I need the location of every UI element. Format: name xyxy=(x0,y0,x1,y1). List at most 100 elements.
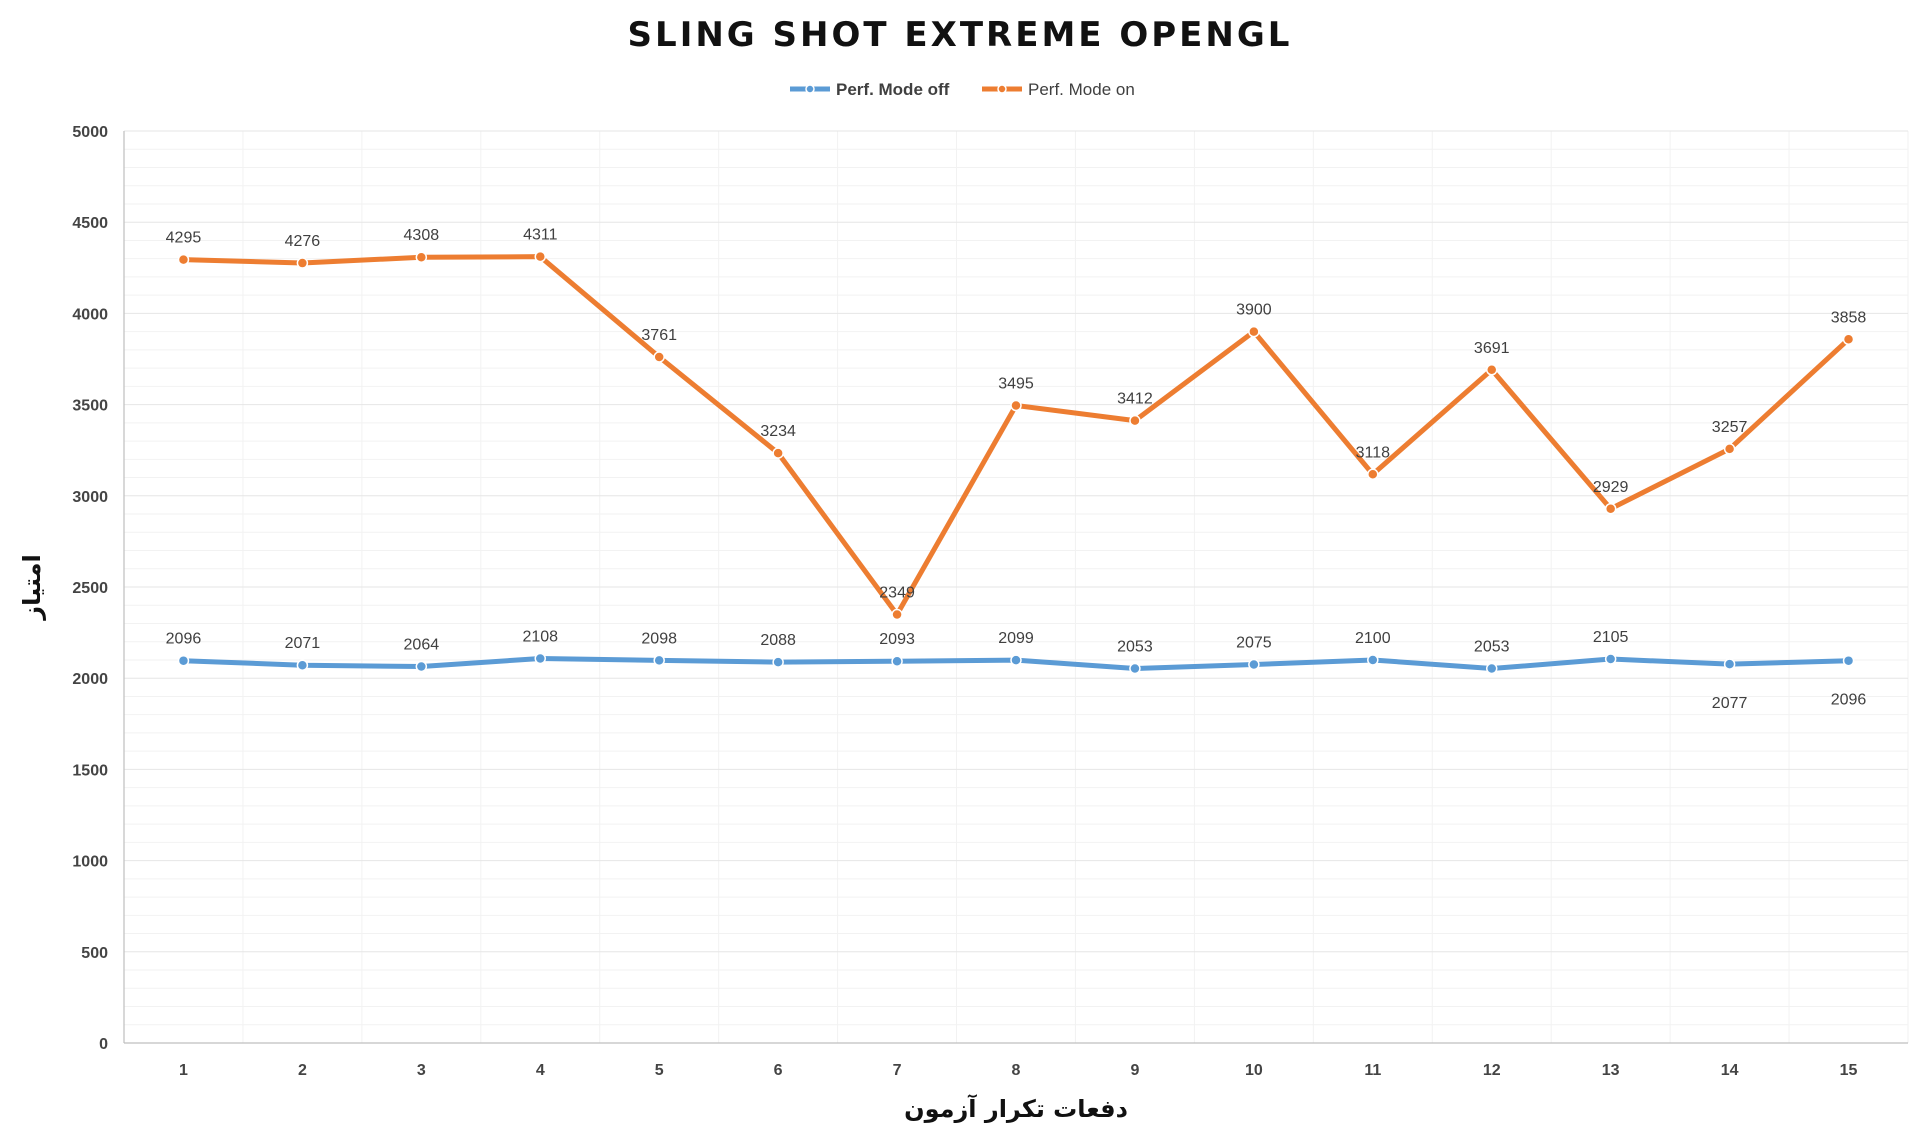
legend-marker-perf-mode-on xyxy=(997,84,1007,94)
data-point-perf-mode-on[interactable] xyxy=(296,257,309,269)
y-tick-label: 2500 xyxy=(72,580,108,597)
data-label-perf-mode-off: 2098 xyxy=(641,630,677,647)
x-axis-ticks: 1 2 3 4 5 6 7 8 9 10 11 12 13 14 15 xyxy=(179,1062,1858,1079)
data-label-perf-mode-on: 3900 xyxy=(1236,302,1272,319)
data-label-perf-mode-off: 2105 xyxy=(1593,629,1629,646)
data-point-perf-mode-on[interactable] xyxy=(1485,364,1498,376)
data-point-perf-mode-off[interactable] xyxy=(653,654,665,667)
data-label-perf-mode-off: 2099 xyxy=(998,630,1034,647)
y-axis-ticks: 0 500 1000 1500 2000 2500 3000 3500 4000 4500 5000 xyxy=(72,124,108,1053)
y-tick-label: 500 xyxy=(81,945,108,962)
x-tick-label: 3 xyxy=(417,1062,426,1079)
data-label-perf-mode-off: 2096 xyxy=(166,631,202,648)
data-label-perf-mode-on: 3118 xyxy=(1356,444,1391,461)
data-label-perf-mode-off: 2064 xyxy=(404,637,440,654)
data-label-perf-mode-on: 3858 xyxy=(1831,309,1867,326)
data-label-perf-mode-on: 3495 xyxy=(998,376,1034,393)
x-tick-label: 5 xyxy=(655,1062,664,1079)
data-label-perf-mode-off: 2093 xyxy=(879,631,915,648)
series-lines xyxy=(180,254,1852,672)
data-point-perf-mode-off[interactable] xyxy=(415,660,428,673)
y-tick-label: 4000 xyxy=(72,306,108,323)
y-tick-label: 3000 xyxy=(72,489,108,506)
data-point-perf-mode-off[interactable] xyxy=(1129,662,1141,675)
x-axis-title: دفعات تکرار آزمون xyxy=(904,1094,1128,1123)
data-point-perf-mode-off[interactable] xyxy=(1842,654,1855,667)
data-label-perf-mode-off: 2053 xyxy=(1117,639,1153,656)
data-point-perf-mode-on[interactable] xyxy=(1604,503,1617,515)
data-label-perf-mode-on: 2349 xyxy=(879,585,915,602)
data-label-perf-mode-on: 3257 xyxy=(1712,419,1748,436)
y-tick-label: 1500 xyxy=(72,762,108,779)
x-tick-label: 8 xyxy=(1012,1062,1021,1079)
data-point-perf-mode-off[interactable] xyxy=(177,654,190,667)
data-point-perf-mode-off[interactable] xyxy=(1367,654,1379,666)
data-label-perf-mode-off: 2096 xyxy=(1831,692,1867,709)
data-label-perf-mode-on: 2929 xyxy=(1593,479,1629,496)
data-label-perf-mode-off: 2100 xyxy=(1355,630,1391,647)
series-line-perf-mode-on xyxy=(180,254,1852,618)
data-point-perf-mode-on[interactable] xyxy=(1842,333,1855,346)
data-point-perf-mode-off[interactable] xyxy=(534,652,547,665)
data-label-perf-mode-off: 2071 xyxy=(285,635,321,652)
data-point-perf-mode-on[interactable] xyxy=(534,250,547,263)
data-point-perf-mode-off[interactable] xyxy=(891,655,903,667)
data-point-perf-mode-on[interactable] xyxy=(653,351,665,363)
x-tick-label: 6 xyxy=(774,1062,783,1079)
data-label-perf-mode-off: 2088 xyxy=(760,632,796,649)
data-label-perf-mode-off: 2077 xyxy=(1712,695,1748,712)
y-tick-label: 3500 xyxy=(72,398,108,415)
data-label-perf-mode-on: 3691 xyxy=(1474,340,1510,357)
x-tick-label: 4 xyxy=(536,1062,545,1079)
legend: Perf. Mode off Perf. Mode on xyxy=(790,80,1135,99)
legend-label-perf-mode-on: Perf. Mode on xyxy=(1028,80,1135,99)
x-tick-label: 12 xyxy=(1483,1062,1501,1079)
x-tick-label: 10 xyxy=(1245,1062,1263,1079)
data-point-perf-mode-off[interactable] xyxy=(296,659,309,671)
data-point-perf-mode-on[interactable] xyxy=(177,253,190,266)
data-point-perf-mode-on[interactable] xyxy=(1723,443,1736,455)
data-label-perf-mode-off: 2108 xyxy=(522,629,558,646)
data-label-perf-mode-on: 4308 xyxy=(404,227,440,244)
x-tick-label: 2 xyxy=(298,1062,307,1079)
series-markers xyxy=(177,250,1855,675)
axes xyxy=(123,131,1908,1044)
data-point-perf-mode-off[interactable] xyxy=(1248,658,1260,671)
data-point-perf-mode-on[interactable] xyxy=(415,251,428,263)
y-tick-label: 4500 xyxy=(72,215,108,232)
legend-label-perf-mode-off: Perf. Mode off xyxy=(836,80,950,99)
legend-item-perf-mode-on[interactable]: Perf. Mode on xyxy=(982,80,1135,99)
data-label-perf-mode-on: 3412 xyxy=(1117,391,1153,408)
y-axis-title: امتیاز xyxy=(18,554,46,621)
x-tick-label: 9 xyxy=(1130,1062,1139,1079)
x-tick-label: 15 xyxy=(1840,1062,1858,1079)
x-tick-label: 11 xyxy=(1364,1062,1381,1079)
data-label-perf-mode-on: 3761 xyxy=(641,327,677,344)
data-point-perf-mode-on[interactable] xyxy=(1367,468,1379,481)
x-tick-label: 7 xyxy=(893,1062,902,1079)
data-point-perf-mode-off[interactable] xyxy=(772,656,784,668)
data-point-perf-mode-off[interactable] xyxy=(1485,662,1498,675)
x-tick-label: 13 xyxy=(1602,1062,1620,1079)
data-point-perf-mode-off[interactable] xyxy=(1010,654,1022,666)
data-label-perf-mode-on: 4311 xyxy=(523,227,558,244)
data-label-perf-mode-off: 2053 xyxy=(1474,639,1510,656)
data-point-perf-mode-off[interactable] xyxy=(1604,653,1617,665)
data-point-perf-mode-off[interactable] xyxy=(1723,658,1736,670)
data-point-perf-mode-on[interactable] xyxy=(1129,414,1141,427)
data-label-perf-mode-on: 3234 xyxy=(760,423,796,440)
data-point-perf-mode-on[interactable] xyxy=(1248,325,1260,338)
legend-item-perf-mode-off[interactable]: Perf. Mode off xyxy=(790,80,950,99)
data-label-perf-mode-on: 4276 xyxy=(285,233,321,250)
x-tick-label: 1 xyxy=(179,1062,188,1079)
y-tick-label: 5000 xyxy=(72,124,108,141)
data-point-perf-mode-on[interactable] xyxy=(1010,399,1022,412)
chart-title: SLING SHOT EXTREME OPENGL xyxy=(628,15,1293,55)
data-label-perf-mode-on: 4295 xyxy=(166,230,202,247)
data-point-perf-mode-on[interactable] xyxy=(891,608,903,621)
data-point-perf-mode-on[interactable] xyxy=(772,447,784,459)
y-tick-label: 2000 xyxy=(72,671,108,688)
y-tick-label: 0 xyxy=(99,1036,108,1053)
data-label-perf-mode-off: 2075 xyxy=(1236,635,1272,652)
